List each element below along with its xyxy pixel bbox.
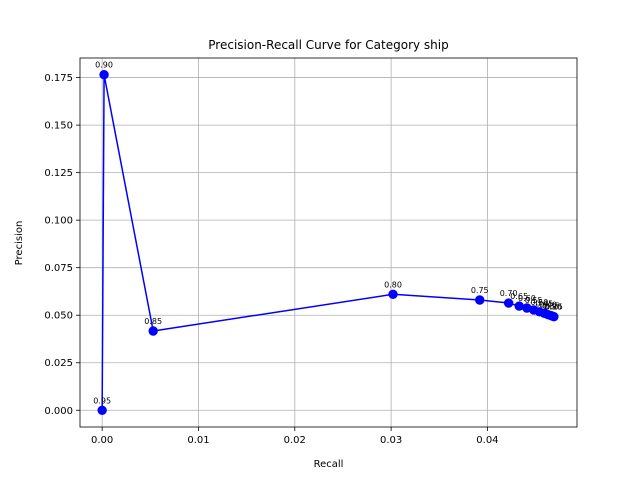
y-tick-label: 0.125: [44, 168, 73, 179]
grid-lines: [80, 58, 577, 427]
threshold-label: 0.40: [539, 301, 557, 310]
x-axis-label: Recall: [314, 459, 344, 470]
y-tick-label: 0.025: [44, 358, 73, 369]
pr-point: [503, 298, 514, 308]
threshold-label: 0.80: [384, 280, 402, 289]
plot-area-frame: [79, 57, 578, 428]
threshold-label: 0.25: [545, 303, 563, 312]
x-tick-label: 0.04: [476, 435, 498, 446]
threshold-label: 0.65: [510, 292, 528, 301]
point-labels: 0.95 0.90 0.85 0.80 0.75 0.700.650.600.550.50…: [93, 61, 563, 406]
pr-point: [148, 326, 158, 336]
x-tick-label: 0.03: [380, 435, 402, 446]
pr-point: [99, 70, 109, 80]
y-axis-label: Precision: [14, 221, 25, 266]
y-tick-label: 0.175: [44, 73, 73, 84]
pr-point: [388, 289, 398, 300]
x-tick-label: 0.01: [187, 435, 209, 446]
threshold-label: 0.90: [95, 61, 113, 70]
y-tick-label: 0.150: [44, 121, 73, 132]
threshold-label: 0.30: [544, 302, 562, 311]
chart-title: Precision-Recall Curve for Category ship: [208, 38, 448, 52]
y-tick-label: 0.050: [44, 311, 73, 322]
threshold-label: 0.55: [525, 296, 543, 305]
x-tick-label: 0.00: [91, 435, 113, 446]
threshold-label: 0.50: [531, 298, 549, 307]
threshold-label: 0.35: [542, 302, 560, 311]
threshold-label: 0.45: [535, 299, 553, 308]
threshold-label: 0.75: [471, 286, 489, 295]
threshold-label: 0.85: [144, 317, 162, 326]
pr-point: [97, 405, 107, 415]
pr-point: [475, 295, 485, 305]
threshold-label: 0.60: [518, 294, 536, 303]
threshold-label: 0.95: [93, 396, 111, 405]
pr-point: [514, 301, 524, 311]
threshold-label: 0.70: [500, 289, 518, 298]
y-tick-label: 0.075: [44, 263, 73, 274]
y-tick-label: 0.000: [44, 406, 73, 417]
x-tick-label: 0.02: [284, 435, 306, 446]
pr-point: [549, 312, 559, 322]
y-tick-label: 0.100: [44, 216, 73, 227]
series-curve: [97, 70, 559, 415]
axis-ticks: 0.00 0.01 0.02 0.03 0.04 0.000 0.025 0.050 0.075…: [44, 73, 498, 446]
